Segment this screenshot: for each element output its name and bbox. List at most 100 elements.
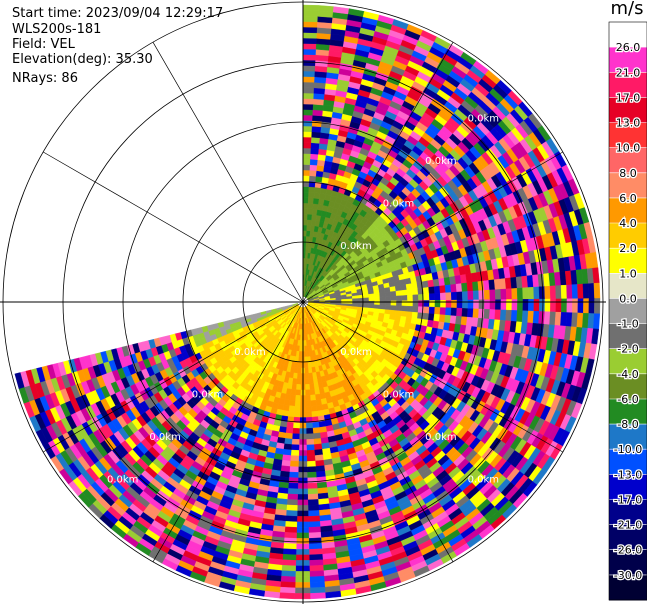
velocity-gate <box>406 289 414 296</box>
velocity-gate <box>462 299 469 309</box>
velocity-gate <box>305 427 314 435</box>
velocity-gate <box>312 432 321 440</box>
velocity-gate <box>302 87 315 94</box>
field-name: Field: VEL <box>12 37 75 52</box>
velocity-gate <box>544 298 551 313</box>
velocity-gate <box>303 340 307 347</box>
velocity-gate <box>282 548 297 556</box>
velocity-gate <box>282 448 292 456</box>
velocity-gate <box>445 292 452 301</box>
velocity-gate <box>288 405 295 412</box>
colorbar-segment <box>609 399 647 425</box>
velocity-gate <box>302 43 317 50</box>
velocity-gate <box>351 295 359 300</box>
velocity-gate <box>310 142 320 150</box>
colorbar-segment <box>609 373 647 400</box>
velocity-gate <box>500 299 507 311</box>
velocity-gate <box>307 208 313 215</box>
velocity-gate <box>472 290 480 301</box>
colorbar-tick-label: 26.0 <box>616 41 641 54</box>
velocity-gate <box>390 295 397 302</box>
velocity-gate <box>455 315 463 326</box>
velocity-gate <box>308 191 315 199</box>
velocity-gate <box>433 285 441 294</box>
velocity-gate <box>308 554 323 561</box>
velocity-gate <box>309 575 325 583</box>
velocity-gate <box>456 307 463 317</box>
velocity-gate <box>309 564 324 572</box>
velocity-gate <box>294 394 301 402</box>
velocity-gate <box>308 543 323 550</box>
velocity-gate <box>478 290 485 301</box>
velocity-gate <box>302 109 314 116</box>
velocity-gate <box>310 153 319 161</box>
velocity-gate <box>396 295 403 302</box>
colorbar-tick-label: -8.0 <box>617 418 638 431</box>
velocity-gate <box>307 510 320 517</box>
range-ring-label: 0.0km <box>149 432 180 443</box>
velocity-gate <box>303 345 308 352</box>
colorbar-tick-label: -2.0 <box>617 343 638 356</box>
velocity-gate <box>305 400 312 407</box>
velocity-gate <box>284 526 298 534</box>
velocity-gate <box>302 164 311 171</box>
velocity-gate <box>461 291 469 301</box>
velocity-gate <box>302 65 316 72</box>
velocity-gate <box>313 197 320 205</box>
velocity-gate <box>555 298 562 313</box>
velocity-gate <box>306 455 316 462</box>
colorbar-segment <box>609 574 647 601</box>
velocity-gate <box>483 289 491 301</box>
colorbar-tick-label: -10.0 <box>614 443 642 456</box>
velocity-gate <box>434 292 441 301</box>
velocity-gate <box>363 297 370 302</box>
velocity-gate <box>506 299 513 311</box>
velocity-gate <box>439 285 446 294</box>
velocity-gate <box>307 482 318 490</box>
velocity-gate <box>511 299 518 311</box>
velocity-gate <box>290 455 300 462</box>
velocity-gate <box>309 169 317 177</box>
velocity-gate <box>456 291 463 301</box>
velocity-gate <box>294 400 301 407</box>
velocity-gate <box>315 465 326 473</box>
azimuth-line <box>302 301 454 562</box>
velocity-gate <box>311 120 323 128</box>
instrument-name: WLS200s-181 <box>12 22 102 37</box>
colorbar-segment <box>609 72 647 98</box>
velocity-gate <box>292 427 300 435</box>
velocity-gate <box>296 373 302 380</box>
velocity-gate <box>288 477 299 484</box>
colorbar-segment <box>609 47 647 73</box>
velocity-gate <box>313 443 323 451</box>
velocity-gate <box>444 284 452 294</box>
velocity-gate <box>428 293 436 301</box>
velocity-gate <box>528 298 535 312</box>
range-ring-label: 0.0km <box>234 347 265 358</box>
colorbar-segment <box>609 474 647 500</box>
velocity-gate <box>311 125 322 133</box>
velocity-gate <box>308 532 322 539</box>
velocity-gate <box>308 526 321 534</box>
velocity-gate <box>294 405 301 413</box>
velocity-gate <box>510 310 518 322</box>
velocity-gate <box>401 305 408 312</box>
colorbar-segment <box>609 549 647 576</box>
velocity-gate <box>281 559 297 567</box>
velocity-gate <box>303 351 308 358</box>
velocity-gate <box>478 308 485 319</box>
velocity-gate <box>306 438 315 446</box>
velocity-gate <box>440 300 447 308</box>
velocity-gate <box>311 421 320 429</box>
velocity-gate <box>302 21 318 28</box>
velocity-gate <box>306 466 317 473</box>
velocity-gate <box>305 411 313 418</box>
velocity-gate <box>280 570 296 578</box>
azimuth-line <box>152 42 304 303</box>
velocity-gate <box>400 284 408 291</box>
velocity-gate <box>374 296 381 302</box>
velocity-gate <box>385 296 392 302</box>
velocity-gate <box>309 570 325 578</box>
velocity-gate <box>445 299 452 309</box>
velocity-gate <box>478 299 485 310</box>
